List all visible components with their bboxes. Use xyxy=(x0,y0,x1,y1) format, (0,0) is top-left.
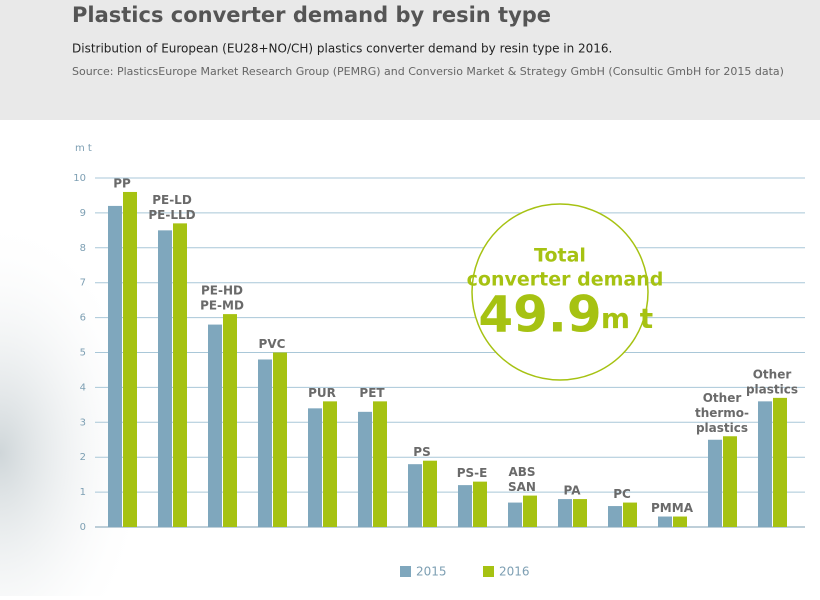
bar xyxy=(623,502,637,527)
bar xyxy=(573,499,587,527)
bar xyxy=(673,516,687,527)
bar xyxy=(123,191,137,527)
title: Plastics converter demand by resin type xyxy=(72,3,551,27)
bar xyxy=(208,324,222,527)
bar xyxy=(323,401,337,527)
background-decoration xyxy=(0,120,300,596)
legend-swatch xyxy=(400,566,411,577)
category-label: PS-E xyxy=(457,466,488,480)
category-label: SAN xyxy=(508,480,536,494)
category-label: PE-HD xyxy=(201,284,243,298)
bar xyxy=(408,464,422,527)
bar xyxy=(223,314,237,527)
bar xyxy=(308,408,322,527)
bar xyxy=(273,352,287,527)
category-label: PE-LLD xyxy=(148,208,195,222)
bar xyxy=(508,502,522,527)
bar xyxy=(708,439,722,527)
y-tick-label: 0 xyxy=(80,522,86,533)
y-tick-label: 2 xyxy=(80,452,86,463)
y-tick-label: 1 xyxy=(80,487,86,498)
total-label: Total xyxy=(534,245,586,267)
y-tick-label: 9 xyxy=(80,208,86,219)
bar xyxy=(773,397,787,527)
legend-swatch xyxy=(483,566,494,577)
bar xyxy=(758,401,772,527)
total-unit: m t xyxy=(601,302,653,335)
bar xyxy=(458,485,472,527)
category-label: plastics xyxy=(746,382,798,396)
source: Source: PlasticsEurope Market Research G… xyxy=(72,65,784,78)
total-label: converter demand xyxy=(467,269,664,291)
bar xyxy=(358,411,372,527)
header-band xyxy=(0,0,820,120)
bar xyxy=(523,495,537,527)
total-value: 49.9 xyxy=(478,286,601,344)
bar xyxy=(423,460,437,527)
bar xyxy=(558,499,572,527)
category-label: plastics xyxy=(696,421,748,435)
y-tick-label: 10 xyxy=(73,173,86,184)
category-label: PP xyxy=(113,176,131,190)
category-label: PUR xyxy=(308,386,336,400)
category-label: thermo- xyxy=(695,406,749,420)
y-tick-label: 3 xyxy=(80,417,86,428)
category-label: PE-LD xyxy=(152,193,192,207)
category-label: PVC xyxy=(259,337,286,351)
category-label: Other xyxy=(753,367,792,381)
y-tick-label: 5 xyxy=(80,348,86,359)
bar xyxy=(373,401,387,527)
y-tick-label: 6 xyxy=(80,313,86,324)
bar xyxy=(608,506,622,527)
y-tick-label: 4 xyxy=(80,382,86,393)
bar xyxy=(158,230,172,527)
legend-label: 2015 xyxy=(416,565,447,579)
subtitle: Distribution of European (EU28+NO/CH) pl… xyxy=(72,42,612,56)
bar xyxy=(173,223,187,527)
y-tick-label: 7 xyxy=(80,278,86,289)
category-label: PA xyxy=(564,484,582,498)
y-tick-label: 8 xyxy=(80,243,86,254)
legend-label: 2016 xyxy=(499,565,530,579)
total-circle xyxy=(471,203,649,381)
category-label: PMMA xyxy=(651,501,694,515)
bar xyxy=(723,436,737,527)
category-label: PET xyxy=(359,386,385,400)
bar xyxy=(258,359,272,527)
category-label: PE-MD xyxy=(200,299,244,313)
bar xyxy=(658,516,672,527)
bar xyxy=(108,205,122,528)
category-label: ABS xyxy=(508,465,535,479)
category-label: PS xyxy=(413,445,430,459)
bar xyxy=(473,481,487,527)
category-label: Other xyxy=(703,391,742,405)
y-axis-label: m t xyxy=(75,143,92,154)
category-label: PC xyxy=(613,487,631,501)
